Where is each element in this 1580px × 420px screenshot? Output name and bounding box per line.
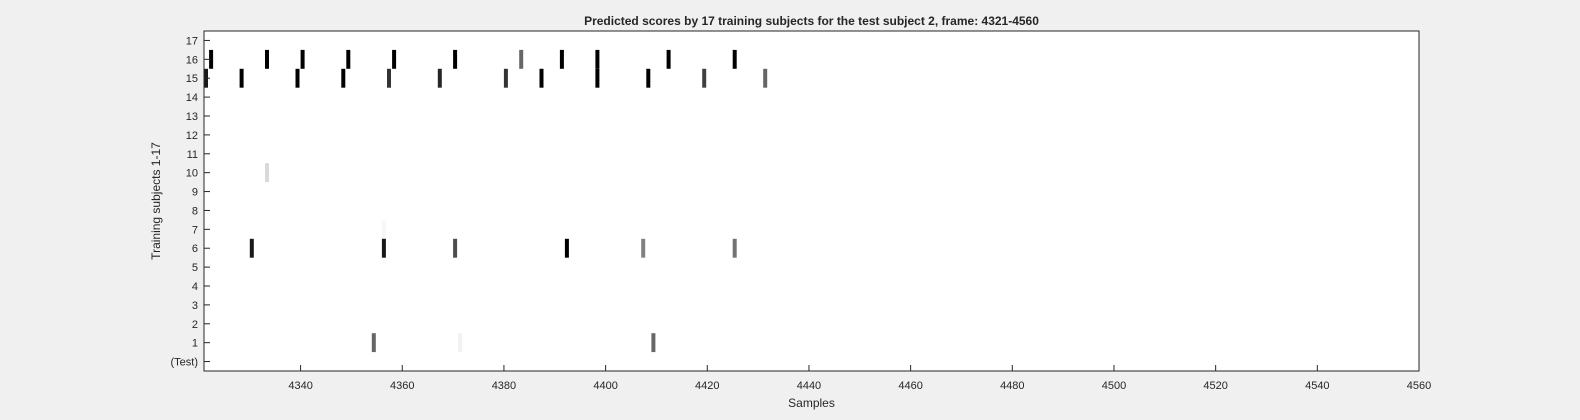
heat-cell-row-16-x-4340 <box>300 49 305 69</box>
heat-cell-row-6-x-4370 <box>453 238 458 258</box>
x-tick-label: 4340 <box>288 380 312 392</box>
y-axis-label: Training subjects 1-17 <box>149 142 163 260</box>
x-tick-label: 4420 <box>695 380 719 392</box>
x-tick-label: 4360 <box>390 380 414 392</box>
y-tick-label: (Test) <box>171 357 199 369</box>
x-tick-label: 4440 <box>797 380 821 392</box>
heat-cell-row-6-x-4392 <box>564 238 569 258</box>
y-tick-label: 17 <box>186 35 198 47</box>
heatmap-marks <box>204 49 768 353</box>
heat-cell-row-6-x-4425 <box>732 238 737 258</box>
heat-cell-row-16-x-4333 <box>265 49 269 69</box>
y-tick-label: 10 <box>186 168 198 180</box>
chart-title: Predicted scores by 17 training subjects… <box>584 14 1039 28</box>
y-tick-label: 13 <box>186 111 198 123</box>
heat-cell-row-16-x-4398 <box>595 49 600 69</box>
x-tick-label: 4560 <box>1407 380 1431 392</box>
x-tick-label: 4520 <box>1203 380 1227 392</box>
x-tick-label: 4500 <box>1102 380 1126 392</box>
y-tick-label: 6 <box>192 243 198 255</box>
heat-cell-row-16-x-4425 <box>732 49 737 69</box>
y-tick-label: 2 <box>192 319 198 331</box>
y-tick-label: 14 <box>186 92 198 104</box>
plot-frame <box>203 30 1420 372</box>
heat-cell-row-15-x-4348 <box>341 68 346 88</box>
heat-cell-row-15-x-4431 <box>763 68 768 88</box>
heat-cell-row-15-x-4398 <box>595 68 600 88</box>
x-tick-label: 4400 <box>593 380 617 392</box>
x-axis-label: Samples <box>788 396 835 410</box>
heat-cell-row-15-x-4328 <box>239 68 244 88</box>
x-tick-label: 4460 <box>898 380 922 392</box>
heat-cell-row-1-x-4371 <box>458 333 463 353</box>
y-tick-label: 9 <box>192 187 198 199</box>
heat-cell-row-15-x-4380 <box>503 68 508 88</box>
heat-cell-row-16-x-4383 <box>519 49 524 69</box>
y-tick-label: 5 <box>192 262 198 274</box>
plot-area <box>204 31 1419 371</box>
heat-cell-row-6-x-4407 <box>641 238 646 258</box>
heat-cell-row-1-x-4354 <box>371 333 376 353</box>
x-tick-label: 4540 <box>1305 380 1329 392</box>
heat-cell-row-15-x-4419 <box>702 68 707 88</box>
heat-cell-row-15-x-4367 <box>437 68 442 88</box>
heat-cell-row-15-x-4339 <box>295 68 300 88</box>
x-tick-label: 4380 <box>492 380 516 392</box>
y-tick-label: 12 <box>186 130 198 142</box>
heat-cell-row-6-x-4356 <box>381 238 386 258</box>
y-tick-label: 15 <box>186 73 198 85</box>
heat-cell-row-7-x-4356 <box>381 219 386 239</box>
heat-cell-row-16-x-4322 <box>209 49 214 69</box>
y-tick-label: 11 <box>187 149 198 161</box>
heat-cell-row-10-x-4333 <box>265 163 269 183</box>
y-tick-label: 16 <box>186 54 198 66</box>
heat-cell-row-16-x-4412 <box>666 49 671 69</box>
heat-cell-row-1-x-4409 <box>651 333 656 353</box>
heat-cell-row-16-x-4349 <box>346 49 351 69</box>
heat-cell-row-15-x-4408 <box>646 68 651 88</box>
heat-cell-row-6-x-4330 <box>249 238 254 258</box>
heat-cell-row-15-x-4357 <box>387 68 391 88</box>
y-tick-label: 3 <box>192 300 198 312</box>
y-tick-label: 4 <box>192 281 198 293</box>
y-tick-label: 8 <box>192 205 198 217</box>
heat-cell-row-16-x-4358 <box>392 49 397 69</box>
heat-cell-row-16-x-4391 <box>559 49 564 69</box>
x-tick-label: 4480 <box>1000 380 1024 392</box>
y-tick-label: 1 <box>192 338 198 350</box>
heat-cell-row-15-x-4387 <box>539 68 544 88</box>
x-axis: 4340 4360 4380 4400 4420 4440 4460 4480 4500 4520… <box>288 365 1431 392</box>
y-tick-label: 7 <box>192 224 198 236</box>
heat-cell-row-16-x-4370 <box>453 49 458 69</box>
